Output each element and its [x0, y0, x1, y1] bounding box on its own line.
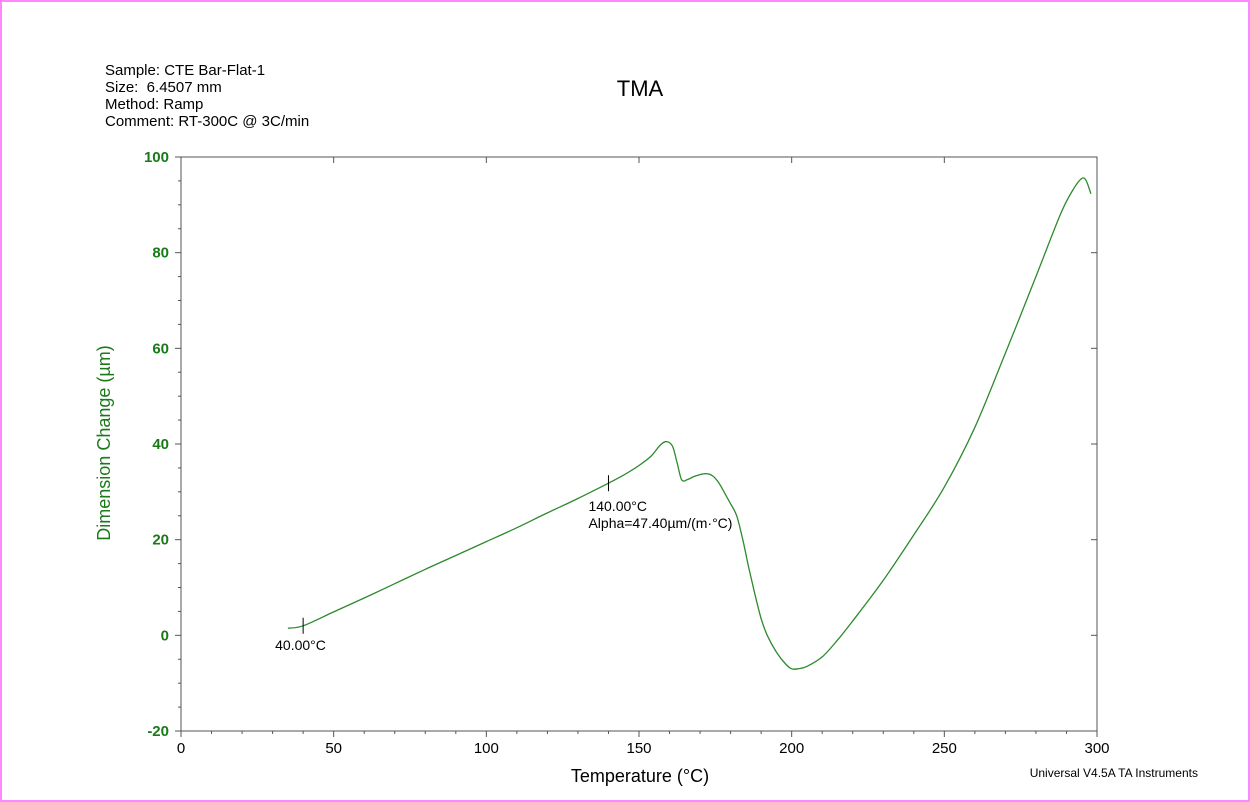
- annotation-label: 40.00°C: [275, 637, 326, 653]
- x-tick-label: 250: [932, 740, 957, 757]
- x-tick-label: 100: [474, 740, 499, 757]
- y-tick-label: -20: [147, 723, 169, 740]
- annotation-alpha-label: Alpha=47.40µm/(m·°C): [588, 515, 732, 531]
- comment: Comment: RT-300C @ 3C/min: [105, 113, 310, 130]
- sample-name: Sample: CTE Bar-Flat-1: [105, 62, 266, 79]
- x-tick-label: 50: [325, 740, 342, 757]
- y-tick-label: 80: [152, 245, 169, 262]
- y-tick-label: 0: [161, 627, 169, 644]
- y-tick-label: 40: [152, 436, 169, 453]
- annotation-label: 140.00°C: [588, 498, 647, 514]
- series-line-0: [287, 177, 1092, 670]
- chart-title: TMA: [617, 76, 664, 101]
- method: Method: Ramp: [105, 96, 204, 113]
- sample-size: Size: 6.4507 mm: [105, 79, 222, 96]
- x-tick-label: 0: [177, 740, 185, 757]
- x-tick-label: 150: [626, 740, 651, 757]
- y-tick-label: 20: [152, 532, 169, 549]
- footer-credit: Universal V4.5A TA Instruments: [1030, 766, 1198, 780]
- sample-info: Sample: CTE Bar-Flat-1 Size: 6.4507 mm M…: [105, 62, 309, 130]
- x-tick-label: 200: [779, 740, 804, 757]
- x-tick-label: 300: [1084, 740, 1109, 757]
- x-axis-label: Temperature (°C): [571, 766, 709, 786]
- y-axis-label: Dimension Change (µm): [94, 345, 114, 540]
- y-tick-label: 100: [144, 149, 169, 166]
- y-tick-label: 60: [152, 340, 169, 357]
